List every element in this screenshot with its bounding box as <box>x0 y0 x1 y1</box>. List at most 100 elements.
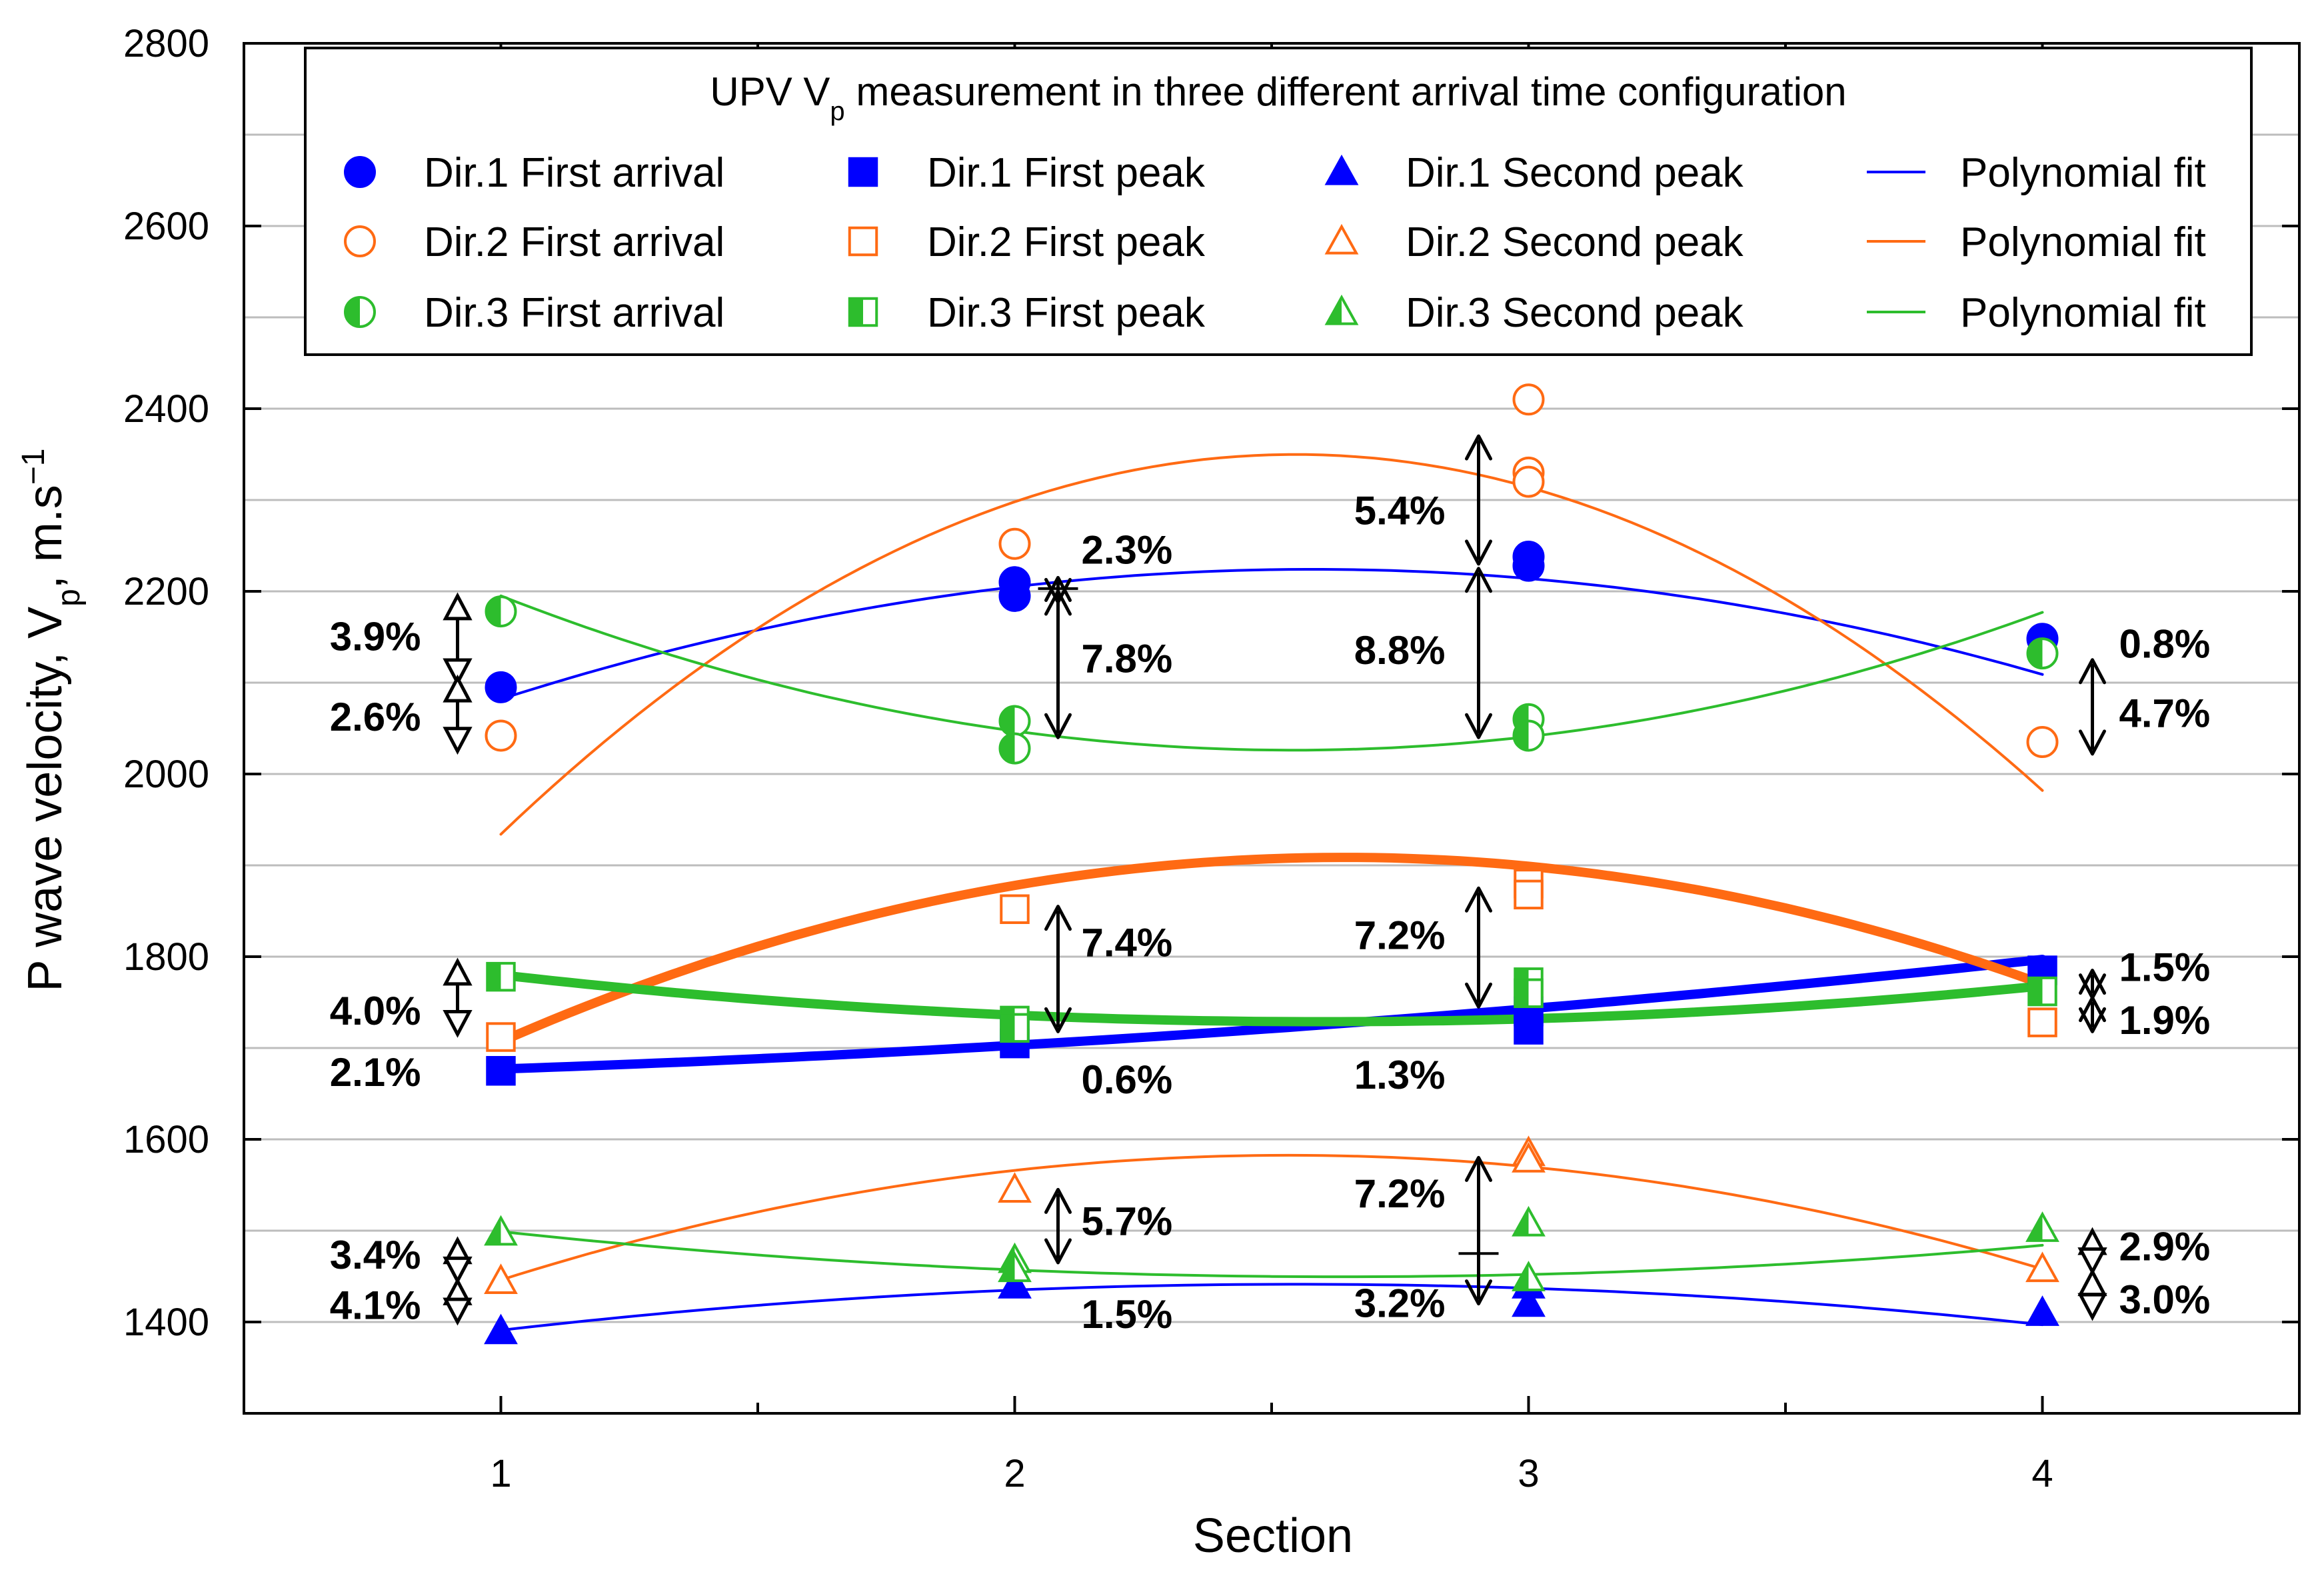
data-point-circle-dir3 <box>2026 637 2059 670</box>
range-arrow <box>1465 567 1492 739</box>
marker-triangle <box>998 1268 1032 1299</box>
y-tick-label: 1800 <box>123 935 209 979</box>
arrow-head-up <box>1465 567 1492 593</box>
data-point-circle-dir3 <box>1512 719 1545 752</box>
y-tick-label: 1600 <box>123 1118 209 1161</box>
arrow-head-down <box>2077 1247 2107 1275</box>
marker-square <box>848 157 878 187</box>
legend-symbol-square <box>848 226 878 257</box>
arrow-head-up <box>1465 886 1492 913</box>
marker-half-fill <box>1515 979 1529 1007</box>
data-point-square-dir2 <box>1000 894 1030 925</box>
data-point-triangle-dir1 <box>2025 1295 2059 1326</box>
y-axis-title-rest: , m.s <box>19 485 72 589</box>
percent-annotation: 5.7% <box>1082 1199 1173 1243</box>
marker-triangle <box>484 1313 518 1345</box>
marker-square <box>486 1056 516 1086</box>
data-point-circle-dir2 <box>1512 383 1545 416</box>
legend-symbol-triangle <box>1324 294 1359 325</box>
data-point-circle-dir2 <box>1512 465 1545 498</box>
x-tick-label: 4 <box>2031 1452 2053 1495</box>
marker-square <box>486 1022 516 1052</box>
marker-square <box>848 226 878 257</box>
y-tick-label: 2000 <box>123 753 209 796</box>
y-tick-label: 2400 <box>123 387 209 431</box>
marker-triangle <box>1512 1142 1546 1173</box>
arrow-head-up <box>1044 1187 1072 1214</box>
annotations: 3.9% 2.6% 4.0% 2.1% 3.4% 4.1% 2.3% 7.8% 7.4% 0.6%… <box>330 434 2211 1337</box>
marker-circle <box>344 225 376 257</box>
marker-half-fill <box>486 1217 501 1245</box>
legend-entry: Dir.1 Second peak <box>1324 150 1744 196</box>
legend-symbol-triangle <box>1324 223 1359 255</box>
data-point-triangle-dir3 <box>1512 1205 1546 1237</box>
data-point-circle-dir2 <box>485 719 517 752</box>
marker-circle <box>1512 540 1545 573</box>
data-point-square-dir2 <box>486 1022 516 1052</box>
percent-annotation: 5.4% <box>1354 488 1446 533</box>
data-point-circle-dir3 <box>485 595 517 628</box>
percent-annotation: 2.9% <box>2119 1225 2211 1269</box>
x-axis-title: Section <box>1193 1509 1353 1563</box>
data-point-triangle-dir2 <box>998 1172 1032 1203</box>
polynomial-fit-line-dir2 <box>496 853 2047 1047</box>
percent-annotation: 7.2% <box>1354 913 1446 957</box>
marker-triangle <box>998 1172 1032 1203</box>
legend-entry: Polynomial fit <box>1867 150 2206 196</box>
marker-circle <box>998 527 1031 560</box>
percent-annotation: 8.8% <box>1354 628 1446 673</box>
data-point-circle-dir3 <box>998 732 1031 765</box>
marker-circle <box>1512 465 1545 498</box>
arrow-head-up <box>2079 996 2106 1023</box>
data-point-square-dir3 <box>1000 1013 1030 1043</box>
percent-annotation: 1.3% <box>1354 1053 1446 1097</box>
legend-entry: Polynomial fit <box>1867 290 2206 336</box>
arrow-head-down <box>443 658 473 687</box>
legend-items: Dir.1 First arrival Dir.1 First peak Dir.1… <box>344 150 2206 336</box>
range-arrow <box>1044 589 1072 739</box>
arrow-head-up <box>443 674 473 703</box>
range-arrow <box>2077 1268 2107 1321</box>
legend-label: Dir.2 First arrival <box>424 219 724 265</box>
data-point-triangle-dir3 <box>1512 1261 1546 1291</box>
legend-title-rest: measurement in three different arrival t… <box>845 69 1847 114</box>
marker-half-fill <box>1000 1254 1015 1281</box>
arrow-head-down <box>1044 1238 1072 1265</box>
legend-label: Polynomial fit <box>1960 150 2206 196</box>
percent-annotation: 2.6% <box>330 695 421 739</box>
arrow-head-down <box>2077 1293 2107 1321</box>
legend-label: Dir.2 Second peak <box>1406 219 1744 265</box>
arrow-head-down <box>2079 1007 2106 1033</box>
data-point-circle-dir2 <box>2026 726 2059 759</box>
range-arrow <box>1044 905 1072 1033</box>
marker-triangle <box>1512 1286 1546 1317</box>
data-point-triangle-dir3 <box>2025 1211 2059 1242</box>
legend-entry: Dir.3 First arrival <box>344 290 724 336</box>
range-arrow <box>1044 1187 1072 1265</box>
percent-annotation: 3.4% <box>330 1233 421 1277</box>
legend-label: Dir.1 First peak <box>927 150 1206 196</box>
range-arrow <box>443 1236 473 1285</box>
legend-entry: Dir.1 First peak <box>848 150 1206 196</box>
y-axis-title-sub: p <box>51 589 87 607</box>
x-tick-label: 2 <box>1004 1452 1025 1495</box>
data-point-circle-dir1 <box>1512 540 1545 573</box>
data-point-triangle-dir1 <box>484 1313 518 1345</box>
legend-entry: Dir.1 First arrival <box>344 150 724 196</box>
arrow-head-up <box>1044 589 1072 616</box>
marker-half-fill <box>1514 1263 1529 1290</box>
data-point-square-dir3 <box>2027 976 2057 1007</box>
marker-half-fill <box>849 298 863 326</box>
range-arrow <box>2079 658 2106 756</box>
arrow-head-up <box>2079 658 2106 685</box>
legend-box <box>304 47 2253 356</box>
data-point-square-dir1 <box>486 1056 516 1086</box>
arrow-head-down <box>443 1297 473 1326</box>
legend: UPV Vp measurement in three different ar… <box>304 47 2253 356</box>
marker-square <box>1514 879 1544 910</box>
arrow-head-down <box>1465 539 1492 566</box>
range-arrow <box>1465 886 1492 1009</box>
marker-half-fill <box>1514 721 1529 751</box>
y-tick-label: 2800 <box>123 22 209 65</box>
legend-entry: Dir.2 First arrival <box>344 219 724 265</box>
